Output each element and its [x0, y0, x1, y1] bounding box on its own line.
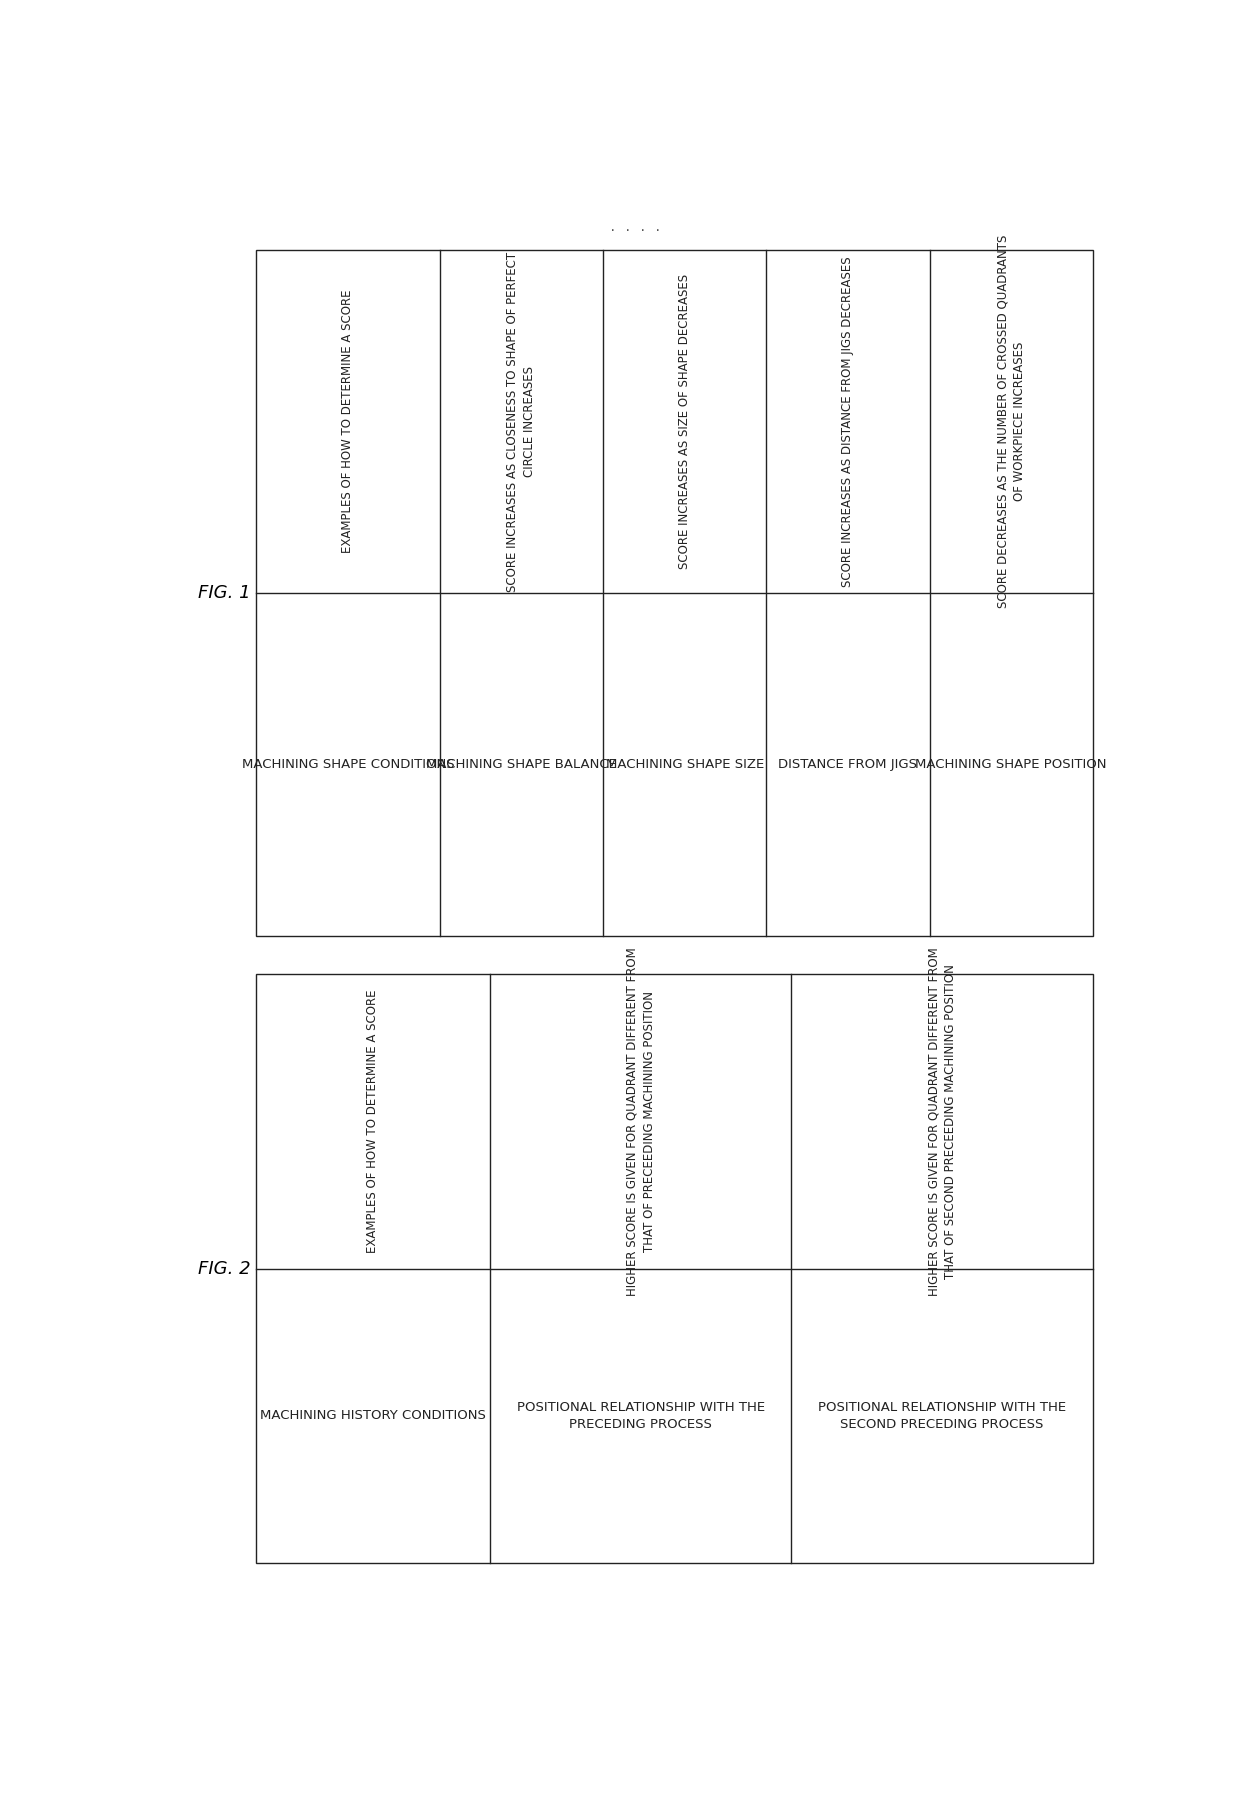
Text: EXAMPLES OF HOW TO DETERMINE A SCORE: EXAMPLES OF HOW TO DETERMINE A SCORE	[341, 290, 355, 554]
Text: . . . .: . . . .	[609, 220, 662, 235]
Text: FIG. 1: FIG. 1	[197, 584, 250, 603]
Text: SCORE DECREASES AS THE NUMBER OF CROSSED QUADRANTS
OF WORKPIECE INCREASES: SCORE DECREASES AS THE NUMBER OF CROSSED…	[996, 235, 1027, 608]
Text: MACHINING SHAPE CONDITIONS: MACHINING SHAPE CONDITIONS	[242, 758, 454, 770]
Text: MACHINING SHAPE SIZE: MACHINING SHAPE SIZE	[605, 758, 764, 770]
Text: POSITIONAL RELATIONSHIP WITH THE
PRECEDING PROCESS: POSITIONAL RELATIONSHIP WITH THE PRECEDI…	[517, 1402, 765, 1431]
Text: HIGHER SCORE IS GIVEN FOR QUADRANT DIFFERENT FROM
THAT OF PRECEEDING MACHINING P: HIGHER SCORE IS GIVEN FOR QUADRANT DIFFE…	[626, 947, 656, 1295]
Text: SCORE INCREASES AS SIZE OF SHAPE DECREASES: SCORE INCREASES AS SIZE OF SHAPE DECREAS…	[678, 274, 691, 570]
Text: MACHINING SHAPE POSITION: MACHINING SHAPE POSITION	[915, 758, 1107, 770]
Text: MACHINING SHAPE BALANCE: MACHINING SHAPE BALANCE	[427, 758, 618, 770]
Text: EXAMPLES OF HOW TO DETERMINE A SCORE: EXAMPLES OF HOW TO DETERMINE A SCORE	[367, 990, 379, 1254]
Bar	[255, 974, 1092, 1564]
Bar	[255, 251, 1092, 936]
Text: POSITIONAL RELATIONSHIP WITH THE
SECOND PRECEDING PROCESS: POSITIONAL RELATIONSHIP WITH THE SECOND …	[818, 1402, 1066, 1431]
Text: HIGHER SCORE IS GIVEN FOR QUADRANT DIFFERENT FROM
THAT OF SECOND PRECEEDING MACH: HIGHER SCORE IS GIVEN FOR QUADRANT DIFFE…	[928, 947, 957, 1295]
Text: SCORE INCREASES AS DISTANCE FROM JIGS DECREASES: SCORE INCREASES AS DISTANCE FROM JIGS DE…	[842, 256, 854, 586]
Text: FIG. 2: FIG. 2	[197, 1259, 250, 1277]
Text: DISTANCE FROM JIGS: DISTANCE FROM JIGS	[779, 758, 918, 770]
Text: SCORE INCREASES AS CLOSENESS TO SHAPE OF PERFECT
CIRCLE INCREASES: SCORE INCREASES AS CLOSENESS TO SHAPE OF…	[506, 251, 537, 592]
Text: MACHINING HISTORY CONDITIONS: MACHINING HISTORY CONDITIONS	[260, 1409, 486, 1422]
